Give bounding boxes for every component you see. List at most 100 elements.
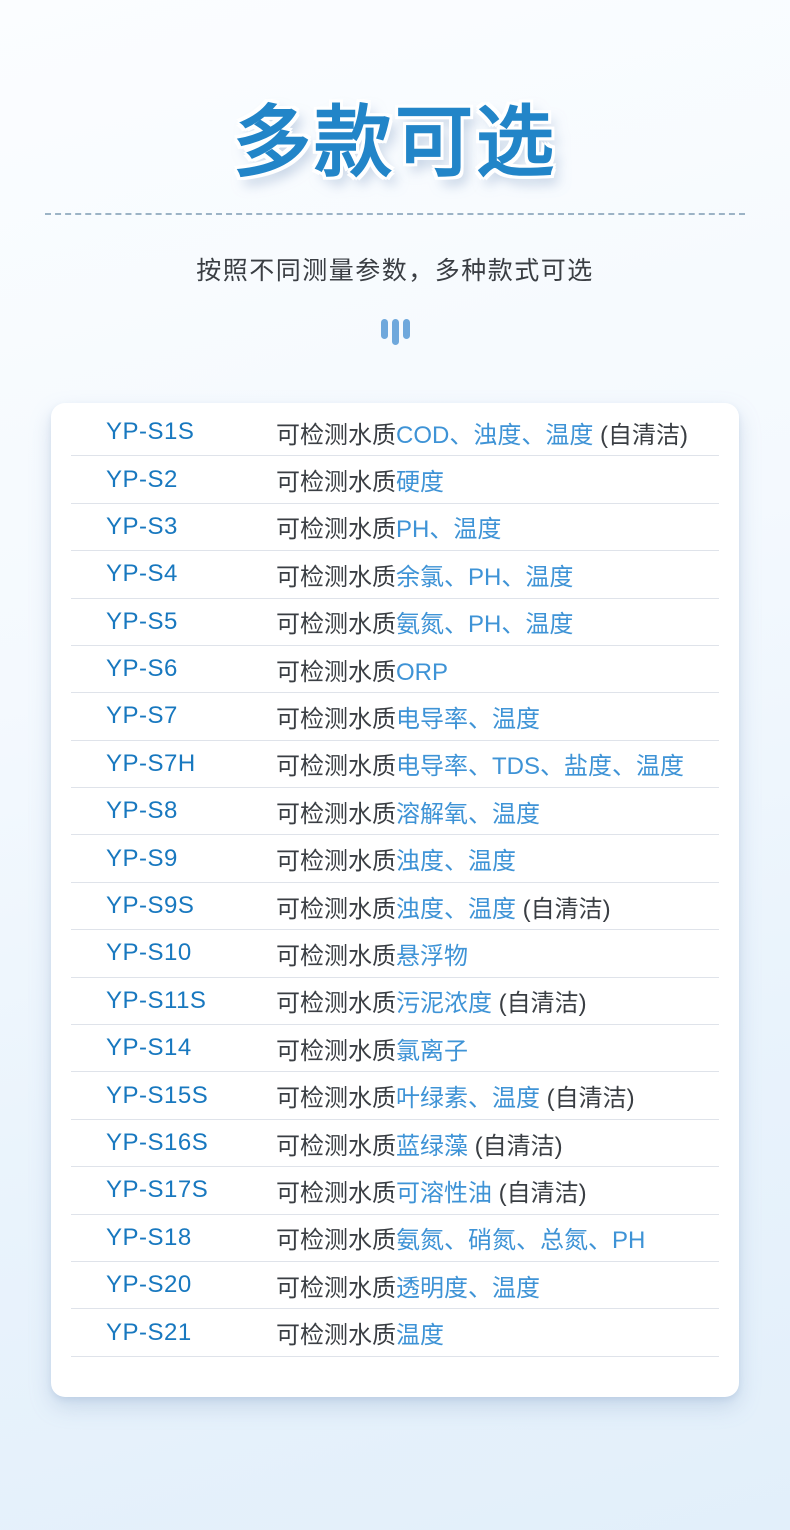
table-row: YP-S9S 可检测水质浊度、温度 (自清洁) [71, 883, 719, 931]
dashed-divider [45, 212, 745, 215]
table-row: YP-S7 可检测水质电导率、温度 [71, 693, 719, 741]
table-row: YP-S18 可检测水质氨氮、硝氮、总氮、PH [71, 1215, 719, 1262]
table-row: YP-S2 可检测水质硬度 [71, 456, 719, 504]
model-description: 可检测水质浊度、温度 (自清洁) [276, 889, 719, 924]
description-prefix: 可检测水质 [276, 1132, 396, 1160]
self-clean-note: (自清洁) [492, 990, 587, 1018]
description-prefix: 可检测水质 [276, 1227, 396, 1255]
table-row: YP-S3 可检测水质PH、温度 [71, 504, 719, 552]
description-prefix: 可检测水质 [276, 1179, 396, 1207]
table-row: YP-S20 可检测水质透明度、温度 [71, 1262, 719, 1310]
model-description: 可检测水质可溶性油 (自清洁) [276, 1173, 719, 1208]
model-name: YP-S5 [106, 607, 178, 635]
model-name: YP-S7 [106, 702, 178, 730]
model-name: YP-S11S [106, 986, 207, 1014]
self-clean-note: (自清洁) [492, 1179, 587, 1207]
model-table-card: YP-S1S 可检测水质COD、浊度、温度 (自清洁) YP-S2 可检测水质硬… [51, 402, 739, 1397]
bar-left [380, 318, 388, 339]
page-subtitle: 按照不同测量参数，多种款式可选 [196, 256, 594, 285]
description-params: 透明度、温度 [396, 1274, 540, 1302]
description-prefix: 可检测水质 [276, 1037, 396, 1065]
description-params: 电导率、温度 [396, 705, 540, 733]
description-prefix: 可检测水质 [276, 848, 396, 876]
model-description: 可检测水质电导率、温度 [276, 699, 719, 734]
description-params: 氯离子 [396, 1037, 468, 1065]
description-prefix: 可检测水质 [276, 1085, 396, 1113]
model-description: 可检测水质COD、浊度、温度 (自清洁) [276, 415, 719, 450]
description-params: PH、温度 [396, 516, 502, 544]
self-clean-note: (自清洁) [593, 421, 688, 449]
model-name: YP-S20 [106, 1271, 192, 1299]
table-row: YP-S6 可检测水质ORP [71, 646, 719, 694]
model-description: 可检测水质电导率、TDS、盐度、温度 [276, 746, 719, 781]
description-prefix: 可检测水质 [276, 753, 396, 781]
model-name: YP-S18 [106, 1223, 192, 1251]
description-prefix: 可检测水质 [276, 563, 396, 591]
model-description: 可检测水质蓝绿藻 (自清洁) [276, 1126, 719, 1161]
bar-middle [391, 318, 399, 345]
table-row: YP-S17S 可检测水质可溶性油 (自清洁) [71, 1167, 719, 1215]
model-name: YP-S6 [106, 655, 178, 683]
model-description: 可检测水质透明度、温度 [276, 1268, 719, 1303]
model-description: 可检测水质浊度、温度 [276, 841, 719, 876]
model-name: YP-S2 [106, 465, 178, 493]
model-description: 可检测水质氯离子 [276, 1031, 719, 1066]
description-params: 浊度、温度 [396, 895, 516, 923]
description-prefix: 可检测水质 [276, 705, 396, 733]
model-name: YP-S14 [106, 1034, 192, 1062]
model-description: 可检测水质余氯、PH、温度 [276, 557, 719, 592]
description-params: 硬度 [396, 469, 444, 497]
model-description: 可检测水质ORP [276, 652, 719, 687]
model-name: YP-S7H [106, 749, 196, 777]
model-table: YP-S1S 可检测水质COD、浊度、温度 (自清洁) YP-S2 可检测水质硬… [51, 409, 739, 1357]
model-name: YP-S9S [106, 892, 195, 920]
model-name: YP-S9 [106, 844, 178, 872]
table-row: YP-S5 可检测水质氨氮、PH、温度 [71, 599, 719, 646]
model-name: YP-S10 [106, 939, 192, 967]
description-prefix: 可检测水质 [276, 516, 396, 544]
description-prefix: 可检测水质 [276, 421, 396, 449]
description-params: 可溶性油 [396, 1179, 492, 1207]
description-prefix: 可检测水质 [276, 800, 396, 828]
model-description: 可检测水质PH、温度 [276, 509, 719, 544]
model-name: YP-S17S [106, 1176, 209, 1204]
description-params: 温度 [396, 1322, 444, 1350]
model-description: 可检测水质悬浮物 [276, 936, 719, 971]
description-params: COD、浊度、温度 [396, 421, 594, 449]
description-prefix: 可检测水质 [276, 1322, 396, 1350]
table-row: YP-S11S 可检测水质污泥浓度 (自清洁) [71, 978, 719, 1026]
page-title: 多款可选 [232, 97, 557, 188]
description-prefix: 可检测水质 [276, 611, 396, 639]
description-prefix: 可检测水质 [276, 658, 396, 686]
model-name: YP-S8 [106, 797, 178, 825]
model-description: 可检测水质溶解氧、温度 [276, 794, 719, 829]
table-row: YP-S1S 可检测水质COD、浊度、温度 (自清洁) [71, 409, 719, 457]
description-params: 余氯、PH、温度 [396, 563, 574, 591]
model-name: YP-S16S [106, 1129, 209, 1156]
description-params: 电导率、TDS、盐度、温度 [396, 753, 684, 781]
description-prefix: 可检测水质 [276, 895, 396, 923]
description-params: 悬浮物 [396, 942, 468, 970]
table-row: YP-S16S 可检测水质蓝绿藻 (自清洁) [71, 1120, 719, 1168]
model-name: YP-S4 [106, 560, 178, 588]
model-description: 可检测水质叶绿素、温度 (自清洁) [276, 1078, 719, 1113]
table-row: YP-S21 可检测水质温度 [71, 1309, 719, 1357]
model-description: 可检测水质硬度 [276, 462, 719, 497]
description-prefix: 可检测水质 [276, 990, 396, 1018]
description-params: 氨氮、硝氮、总氮、PH [396, 1227, 646, 1255]
description-params: 叶绿素、温度 [396, 1085, 540, 1113]
description-params: 溶解氧、温度 [396, 800, 540, 828]
model-name: YP-S3 [106, 512, 178, 540]
model-description: 可检测水质污泥浓度 (自清洁) [276, 983, 719, 1018]
model-description: 可检测水质氨氮、PH、温度 [276, 604, 719, 639]
table-row: YP-S15S 可检测水质叶绿素、温度 (自清洁) [71, 1072, 719, 1120]
description-params: 浊度、温度 [396, 848, 516, 876]
description-prefix: 可检测水质 [276, 1274, 396, 1302]
model-description: 可检测水质氨氮、硝氮、总氮、PH [276, 1220, 719, 1255]
description-params: 污泥浓度 [396, 990, 492, 1018]
self-clean-note: (自清洁) [516, 895, 611, 923]
model-name: YP-S21 [106, 1318, 192, 1346]
table-row: YP-S14 可检测水质氯离子 [71, 1025, 719, 1073]
description-prefix: 可检测水质 [276, 942, 396, 970]
